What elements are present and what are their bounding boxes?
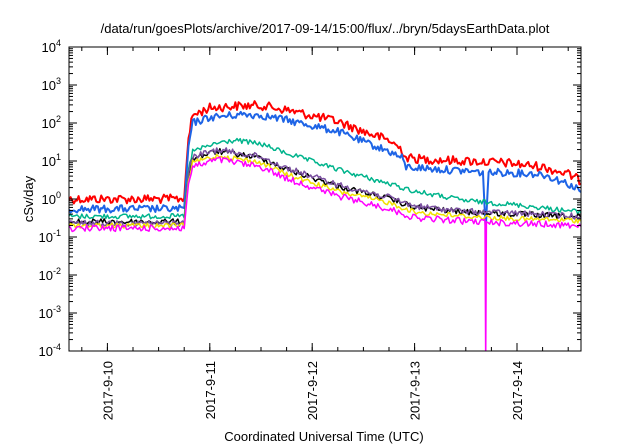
y-tick-label: 103 xyxy=(42,76,61,93)
y-tick-label: 101 xyxy=(42,152,61,169)
series-line-7 xyxy=(69,156,581,351)
x-axis-label: Coordinated Universal Time (UTC) xyxy=(224,429,423,444)
series-line-1 xyxy=(69,100,581,205)
series-line-3 xyxy=(69,137,581,220)
y-tick-label: 100 xyxy=(42,190,61,207)
y-tick-label: 10-1 xyxy=(39,228,61,245)
y-tick-label: 10-4 xyxy=(39,342,61,359)
y-tick-label: 102 xyxy=(42,114,61,131)
chart-title: /data/run/goesPlots/archive/2017-09-14/1… xyxy=(101,21,550,36)
y-tick-label: 10-2 xyxy=(39,266,61,283)
series-layer xyxy=(69,100,581,351)
x-tick-label: 2017-9-10 xyxy=(100,361,115,420)
y-tick-label: 104 xyxy=(42,38,61,55)
series-line-2 xyxy=(69,110,581,232)
x-tick-label: 2017-9-13 xyxy=(408,361,423,420)
series-line-5 xyxy=(69,147,581,227)
x-tick-label: 2017-9-14 xyxy=(510,361,525,420)
axes-layer: 10-4 10-3 10-2 10-1 100 101 102 103 104 2017-9-10… xyxy=(39,38,582,420)
y-axis-label: cSv/day xyxy=(21,175,36,222)
x-tick-label: 2017-9-12 xyxy=(305,361,320,420)
series-line-6 xyxy=(69,153,581,229)
y-tick-label: 10-3 xyxy=(39,304,61,321)
x-tick-label: 2017-9-11 xyxy=(203,361,218,419)
